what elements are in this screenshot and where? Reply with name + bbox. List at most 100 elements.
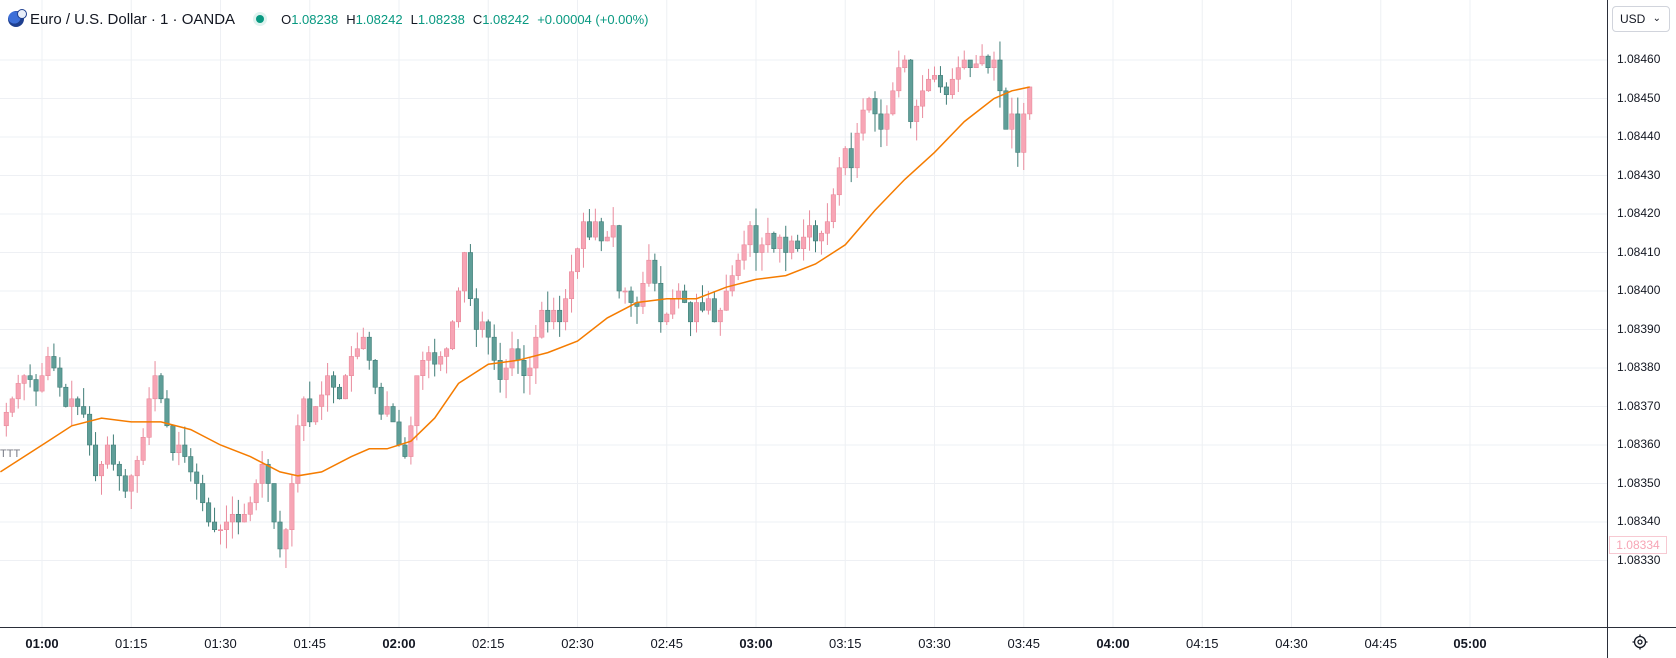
price-tick-label: 1.08400 <box>1617 283 1661 297</box>
candle-body <box>967 59 973 68</box>
ohlc-high: H1.08242 <box>346 11 403 27</box>
symbol-title[interactable]: Euro / U.S. Dollar · 1 · OANDA <box>30 10 236 28</box>
candle-body <box>295 425 301 484</box>
candle-body <box>890 90 896 115</box>
time-tick-label: 03:45 <box>1007 636 1041 651</box>
candle-body <box>1015 113 1021 153</box>
candle-body <box>937 75 943 88</box>
candle-body <box>200 483 206 504</box>
candle-body <box>682 290 688 303</box>
price-scale[interactable] <box>1607 0 1676 627</box>
candle-body <box>503 367 509 380</box>
candle-body <box>991 59 997 68</box>
candle-body <box>699 302 705 311</box>
candle-body <box>87 413 93 446</box>
candle-body <box>182 444 188 457</box>
candle-body <box>830 194 836 223</box>
time-tick-label: 04:45 <box>1364 636 1398 651</box>
chart-pane[interactable]: Euro / U.S. Dollar · 1 · OANDA O1.08238 … <box>0 0 1607 627</box>
candle-body <box>485 321 491 338</box>
candle-body <box>997 59 1003 92</box>
candle-body <box>134 460 140 477</box>
candle-body <box>616 225 622 292</box>
candle-body <box>652 259 658 284</box>
time-tick-label: 03:30 <box>918 636 951 651</box>
candle-body <box>985 55 991 69</box>
candle-body <box>771 232 777 249</box>
candle-body <box>902 59 908 68</box>
time-tick-label: 02:15 <box>471 636 505 651</box>
ohlc-close: C1.08242 <box>472 11 530 27</box>
candle-body <box>931 75 937 80</box>
candle-body <box>45 356 51 377</box>
currency-select[interactable]: USD ⌄ <box>1612 6 1670 32</box>
candle-body <box>753 225 759 253</box>
candle-body <box>69 398 75 407</box>
time-axis[interactable]: 01:00 01:15 01:30 01:45 02:00 02:15 02:30 02:45… <box>0 627 1607 658</box>
time-tick-label: 01:00 <box>25 636 59 651</box>
candle-body <box>194 471 200 484</box>
candle-body <box>878 113 884 130</box>
candle-body <box>479 321 485 330</box>
candle-body <box>783 236 789 253</box>
candle-body <box>842 148 848 169</box>
candle-body <box>63 386 69 407</box>
candle-body <box>313 406 319 423</box>
candle-body <box>759 244 765 253</box>
price-tick-label: 1.08420 <box>1617 206 1661 220</box>
candle-body <box>15 383 21 400</box>
settings-icon[interactable] <box>1632 634 1648 650</box>
price-tick-label: 1.08460 <box>1617 52 1661 66</box>
candle-body <box>354 348 360 357</box>
candle-body <box>664 313 670 323</box>
candle-body <box>271 483 277 523</box>
candle-body <box>467 252 473 300</box>
candle-body <box>765 232 771 246</box>
candle-body <box>801 236 807 249</box>
candle-body <box>729 275 735 292</box>
time-tick-label: 02:45 <box>650 636 684 651</box>
candle-body <box>152 375 158 400</box>
time-tick-label: 04:30 <box>1275 636 1308 651</box>
candle-body <box>777 236 783 249</box>
candle-body <box>848 148 854 169</box>
candle-body <box>598 221 604 242</box>
candle-body <box>807 225 813 238</box>
candle-body <box>426 352 432 361</box>
price-tick-label: 1.08410 <box>1617 244 1661 259</box>
candle-body <box>241 513 247 523</box>
candle-body <box>723 290 729 311</box>
candle-body <box>253 483 259 504</box>
candle-body <box>122 475 128 492</box>
candle-body <box>670 298 676 315</box>
candle-body <box>360 336 366 350</box>
candle-body <box>628 290 634 303</box>
candle-body <box>342 375 348 400</box>
candle-body <box>307 398 313 423</box>
candle-body <box>545 309 551 323</box>
candle-body <box>688 302 694 323</box>
candle-body <box>961 59 967 68</box>
time-tick-label: 05:00 <box>1453 636 1487 651</box>
price-tick-label: 1.08450 <box>1617 90 1661 105</box>
candle-body <box>348 356 354 377</box>
candle-body <box>218 529 224 532</box>
candle-body <box>104 444 110 465</box>
candle-body <box>693 302 699 323</box>
candle-body <box>402 444 408 457</box>
candlestick-plot[interactable] <box>0 0 1607 627</box>
candle-body <box>212 521 218 530</box>
candle-body <box>325 375 331 396</box>
price-tick-label: 1.08340 <box>1617 514 1661 528</box>
chevron-down-icon: ⌄ <box>1652 13 1661 24</box>
market-open-status-icon <box>253 12 268 26</box>
currency-pair-icon <box>8 9 27 27</box>
candle-body <box>372 359 378 388</box>
candle-body <box>81 406 87 415</box>
candle-body <box>646 259 652 284</box>
candle-body <box>277 521 283 550</box>
moving-average-line <box>0 86 1030 477</box>
candle-body <box>223 521 229 530</box>
candle-body <box>461 252 467 292</box>
price-tick-label: 1.08390 <box>1617 321 1661 336</box>
